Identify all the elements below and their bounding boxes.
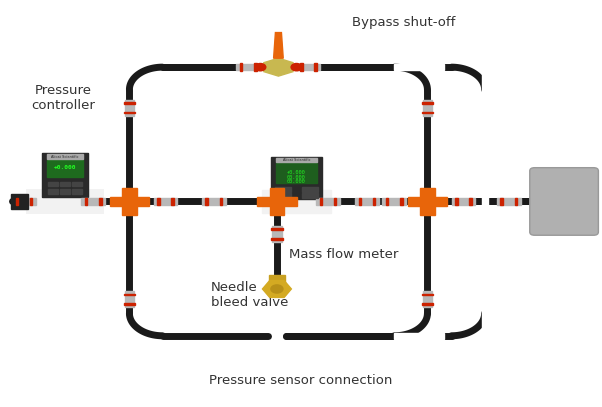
Bar: [202, 198, 226, 205]
Bar: [26, 189, 104, 214]
Bar: [257, 197, 297, 206]
Bar: [30, 198, 33, 205]
Bar: [302, 193, 318, 198]
Bar: [60, 189, 70, 194]
Bar: [355, 198, 379, 205]
Bar: [60, 182, 70, 186]
Text: +0.000: +0.000: [287, 171, 306, 175]
Bar: [316, 198, 340, 205]
Circle shape: [291, 63, 302, 71]
Bar: [48, 182, 58, 186]
Bar: [42, 153, 88, 197]
Text: 00.000: 00.000: [287, 175, 306, 180]
Bar: [205, 198, 208, 205]
Bar: [125, 100, 134, 116]
Bar: [422, 112, 433, 114]
Bar: [47, 154, 83, 159]
Polygon shape: [273, 33, 283, 58]
Bar: [11, 194, 28, 209]
Circle shape: [255, 63, 266, 71]
Bar: [515, 198, 517, 205]
Bar: [482, 67, 488, 336]
Bar: [272, 226, 282, 242]
Bar: [408, 197, 447, 206]
Bar: [270, 188, 284, 215]
Bar: [422, 293, 433, 295]
Bar: [334, 198, 337, 205]
Bar: [452, 198, 476, 205]
Bar: [72, 182, 82, 186]
Polygon shape: [264, 58, 293, 76]
Bar: [470, 198, 472, 205]
Bar: [497, 198, 521, 205]
Bar: [124, 303, 135, 305]
Bar: [320, 198, 322, 205]
Bar: [220, 198, 222, 205]
Bar: [382, 198, 406, 205]
Bar: [302, 187, 318, 192]
Bar: [85, 198, 87, 205]
Bar: [276, 163, 317, 183]
Bar: [72, 189, 82, 194]
Text: Alicat Scientific: Alicat Scientific: [51, 155, 79, 159]
Bar: [12, 198, 36, 205]
Bar: [125, 291, 134, 307]
Bar: [124, 102, 135, 104]
Bar: [394, 64, 444, 70]
Bar: [124, 293, 135, 295]
Bar: [124, 112, 135, 114]
Bar: [300, 63, 303, 71]
FancyBboxPatch shape: [530, 168, 598, 235]
Bar: [500, 198, 503, 205]
Bar: [99, 198, 102, 205]
Text: Mass flow meter: Mass flow meter: [289, 248, 399, 261]
Bar: [373, 198, 376, 205]
Bar: [297, 64, 320, 70]
Text: Pressure sensor connection: Pressure sensor connection: [209, 374, 393, 387]
Text: 00.000: 00.000: [287, 179, 306, 184]
Bar: [272, 238, 282, 240]
Bar: [154, 198, 178, 205]
Bar: [122, 188, 137, 215]
Bar: [394, 333, 444, 339]
Bar: [237, 64, 260, 70]
Bar: [359, 198, 361, 205]
Bar: [42, 153, 88, 197]
Bar: [269, 275, 285, 295]
Bar: [455, 198, 458, 205]
Bar: [81, 198, 105, 205]
Bar: [275, 187, 291, 192]
Text: +0.000: +0.000: [54, 165, 76, 170]
Circle shape: [271, 285, 283, 293]
Bar: [110, 197, 149, 206]
Bar: [420, 188, 435, 215]
Bar: [400, 198, 403, 205]
Text: Bypass shut-off: Bypass shut-off: [352, 16, 456, 29]
Text: Pressure
controller: Pressure controller: [31, 84, 95, 112]
Bar: [276, 158, 317, 162]
Bar: [48, 189, 58, 194]
Bar: [423, 291, 432, 307]
Bar: [157, 198, 160, 205]
Bar: [240, 63, 243, 71]
Bar: [16, 198, 18, 205]
Bar: [47, 160, 83, 177]
Bar: [386, 198, 388, 205]
Bar: [423, 100, 432, 116]
Text: Device
under
test: Device under test: [532, 180, 583, 223]
Bar: [314, 63, 317, 71]
Bar: [422, 303, 433, 305]
Text: Needle
bleed valve: Needle bleed valve: [211, 281, 288, 309]
Bar: [254, 63, 256, 71]
Bar: [422, 102, 433, 104]
Bar: [261, 190, 331, 213]
Bar: [275, 193, 291, 198]
Bar: [271, 157, 321, 199]
Polygon shape: [262, 280, 291, 298]
Bar: [272, 228, 282, 230]
Text: Alicat Scientific: Alicat Scientific: [283, 158, 310, 162]
Bar: [172, 198, 174, 205]
